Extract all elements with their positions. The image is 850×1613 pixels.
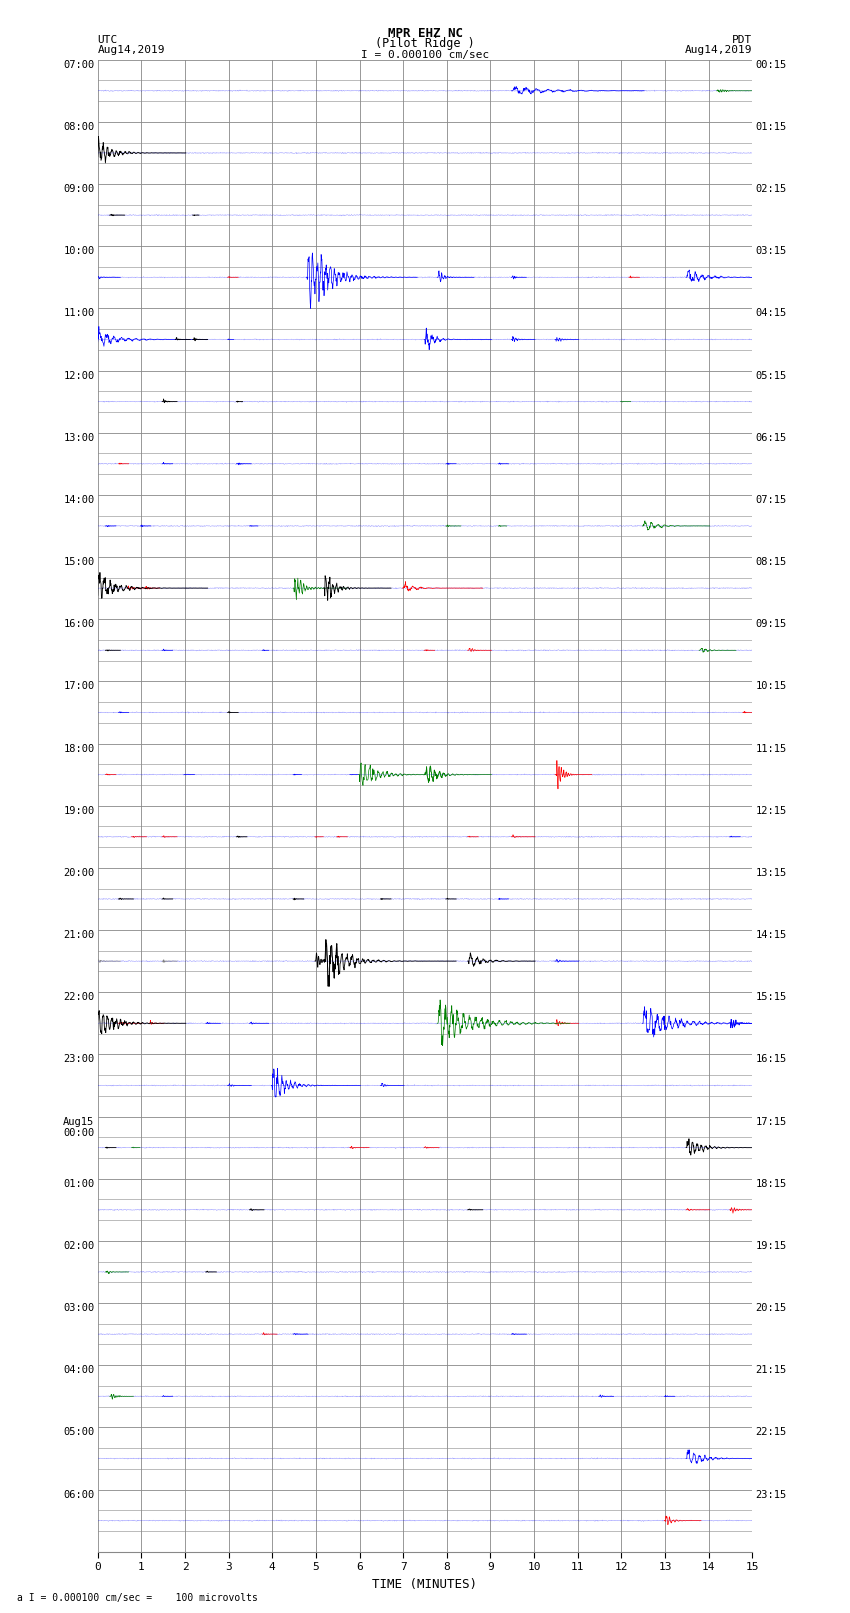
Text: 13:15: 13:15: [756, 868, 787, 877]
Text: 07:15: 07:15: [756, 495, 787, 505]
Text: 14:00: 14:00: [63, 495, 94, 505]
Text: 23:15: 23:15: [756, 1489, 787, 1500]
X-axis label: TIME (MINUTES): TIME (MINUTES): [372, 1578, 478, 1590]
Text: PDT: PDT: [732, 35, 752, 45]
Text: 16:15: 16:15: [756, 1055, 787, 1065]
Text: 01:00: 01:00: [63, 1179, 94, 1189]
Text: 23:00: 23:00: [63, 1055, 94, 1065]
Text: UTC: UTC: [98, 35, 118, 45]
Text: 08:15: 08:15: [756, 556, 787, 568]
Text: 21:00: 21:00: [63, 931, 94, 940]
Text: 06:00: 06:00: [63, 1489, 94, 1500]
Text: 19:00: 19:00: [63, 806, 94, 816]
Text: 20:00: 20:00: [63, 868, 94, 877]
Text: 05:15: 05:15: [756, 371, 787, 381]
Text: 10:00: 10:00: [63, 247, 94, 256]
Text: 18:00: 18:00: [63, 744, 94, 753]
Text: Aug14,2019: Aug14,2019: [685, 45, 752, 55]
Text: 12:15: 12:15: [756, 806, 787, 816]
Text: Aug15
00:00: Aug15 00:00: [63, 1116, 94, 1139]
Text: 00:15: 00:15: [756, 60, 787, 69]
Text: 04:00: 04:00: [63, 1365, 94, 1376]
Text: 14:15: 14:15: [756, 931, 787, 940]
Text: 04:15: 04:15: [756, 308, 787, 318]
Text: 20:15: 20:15: [756, 1303, 787, 1313]
Text: Aug14,2019: Aug14,2019: [98, 45, 165, 55]
Text: MPR EHZ NC: MPR EHZ NC: [388, 27, 462, 40]
Text: 13:00: 13:00: [63, 432, 94, 442]
Text: 17:00: 17:00: [63, 681, 94, 692]
Text: 18:15: 18:15: [756, 1179, 787, 1189]
Text: 16:00: 16:00: [63, 619, 94, 629]
Text: a I = 0.000100 cm/sec =    100 microvolts: a I = 0.000100 cm/sec = 100 microvolts: [17, 1594, 258, 1603]
Text: 12:00: 12:00: [63, 371, 94, 381]
Text: 02:00: 02:00: [63, 1240, 94, 1250]
Text: 15:00: 15:00: [63, 556, 94, 568]
Text: 06:15: 06:15: [756, 432, 787, 442]
Text: 11:15: 11:15: [756, 744, 787, 753]
Text: 03:00: 03:00: [63, 1303, 94, 1313]
Text: 15:15: 15:15: [756, 992, 787, 1002]
Text: 19:15: 19:15: [756, 1240, 787, 1250]
Text: 02:15: 02:15: [756, 184, 787, 194]
Text: (Pilot Ridge ): (Pilot Ridge ): [375, 37, 475, 50]
Text: I = 0.000100 cm/sec: I = 0.000100 cm/sec: [361, 50, 489, 60]
Text: 21:15: 21:15: [756, 1365, 787, 1376]
Text: 08:00: 08:00: [63, 123, 94, 132]
Text: 22:15: 22:15: [756, 1428, 787, 1437]
Text: 07:00: 07:00: [63, 60, 94, 69]
Text: 05:00: 05:00: [63, 1428, 94, 1437]
Text: 22:00: 22:00: [63, 992, 94, 1002]
Text: 01:15: 01:15: [756, 123, 787, 132]
Text: 10:15: 10:15: [756, 681, 787, 692]
Text: 09:15: 09:15: [756, 619, 787, 629]
Text: 09:00: 09:00: [63, 184, 94, 194]
Text: 03:15: 03:15: [756, 247, 787, 256]
Text: 17:15: 17:15: [756, 1116, 787, 1126]
Text: 11:00: 11:00: [63, 308, 94, 318]
